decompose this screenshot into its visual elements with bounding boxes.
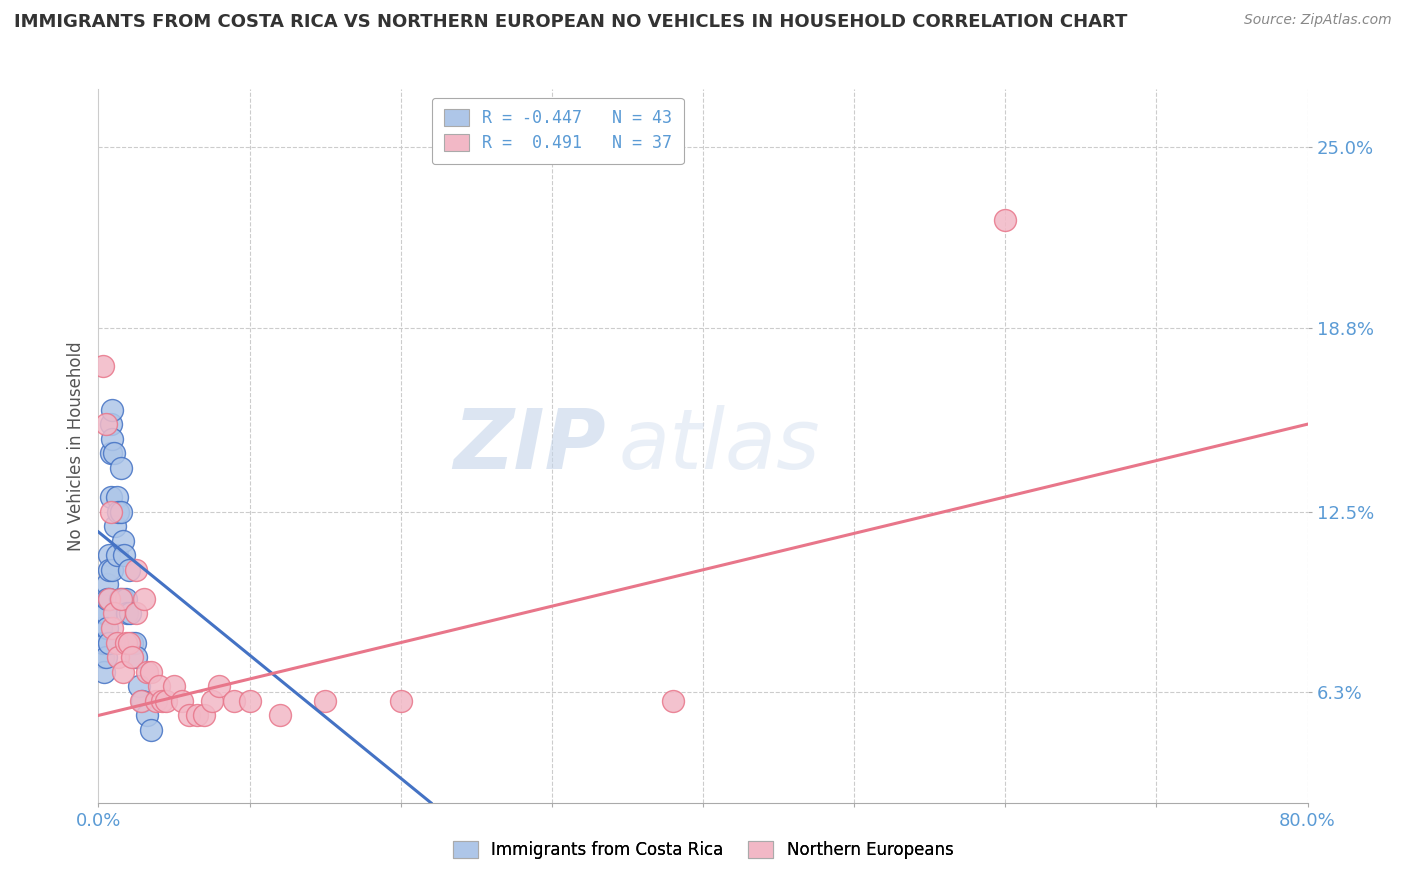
Point [98, 591, 121, 606]
Point [96, 591, 118, 606]
Point [314, 694, 336, 708]
Point [96, 621, 118, 635]
Point [120, 607, 142, 621]
Point [105, 548, 128, 562]
Point [148, 679, 170, 693]
Point [170, 694, 193, 708]
Point [135, 708, 157, 723]
Point [125, 563, 148, 577]
Point [239, 694, 262, 708]
Point [994, 213, 1017, 227]
Point [94, 650, 117, 665]
Point [124, 635, 146, 649]
Text: IMMIGRANTS FROM COSTA RICA VS NORTHERN EUROPEAN NO VEHICLES IN HOUSEHOLD CORRELA: IMMIGRANTS FROM COSTA RICA VS NORTHERN E… [14, 13, 1128, 31]
Point [91, 359, 114, 373]
Point [150, 694, 173, 708]
Point [98, 635, 121, 649]
Point [155, 694, 177, 708]
Point [108, 591, 131, 606]
Point [101, 563, 124, 577]
Point [125, 607, 148, 621]
Point [100, 446, 122, 460]
Point [135, 665, 157, 679]
Point [105, 490, 128, 504]
Point [94, 607, 117, 621]
Point [93, 607, 115, 621]
Point [107, 650, 129, 665]
Point [111, 591, 134, 606]
Point [110, 460, 132, 475]
Point [132, 591, 155, 606]
Point [193, 708, 215, 723]
Point [94, 635, 117, 649]
Point [129, 694, 152, 708]
Point [201, 694, 224, 708]
Point [101, 621, 124, 635]
Point [389, 694, 412, 708]
Point [93, 665, 115, 679]
Point [96, 577, 118, 591]
Point [163, 679, 186, 693]
Point [101, 402, 124, 417]
Point [118, 563, 141, 577]
Point [110, 591, 132, 606]
Point [91, 635, 114, 649]
Point [90, 621, 112, 635]
Point [98, 548, 121, 562]
Point [145, 694, 167, 708]
Point [107, 504, 129, 518]
Point [661, 694, 683, 708]
Text: atlas: atlas [619, 406, 820, 486]
Point [111, 533, 134, 548]
Point [269, 708, 291, 723]
Point [186, 708, 208, 723]
Point [110, 504, 132, 518]
Point [91, 650, 114, 665]
Point [141, 665, 163, 679]
Point [101, 432, 124, 446]
Point [114, 635, 136, 649]
Point [141, 723, 163, 737]
Point [94, 417, 117, 432]
Point [100, 417, 122, 432]
Legend: Immigrants from Costa Rica, Northern Europeans: Immigrants from Costa Rica, Northern Eur… [446, 834, 960, 866]
Text: ZIP: ZIP [454, 406, 606, 486]
Text: Source: ZipAtlas.com: Source: ZipAtlas.com [1244, 13, 1392, 28]
Point [98, 591, 121, 606]
Point [100, 490, 122, 504]
Point [114, 591, 136, 606]
Point [103, 607, 125, 621]
Point [104, 519, 127, 533]
Point [100, 504, 122, 518]
Point [111, 665, 134, 679]
Point [128, 679, 150, 693]
Point [118, 635, 141, 649]
Point [121, 650, 143, 665]
Point [112, 548, 135, 562]
Point [105, 635, 128, 649]
Point [208, 679, 231, 693]
Point [224, 694, 246, 708]
Point [115, 607, 138, 621]
Point [179, 708, 201, 723]
Point [125, 650, 148, 665]
Y-axis label: No Vehicles in Household: No Vehicles in Household [66, 341, 84, 551]
Point [98, 563, 121, 577]
Point [131, 694, 153, 708]
Point [103, 446, 125, 460]
Point [121, 635, 143, 649]
